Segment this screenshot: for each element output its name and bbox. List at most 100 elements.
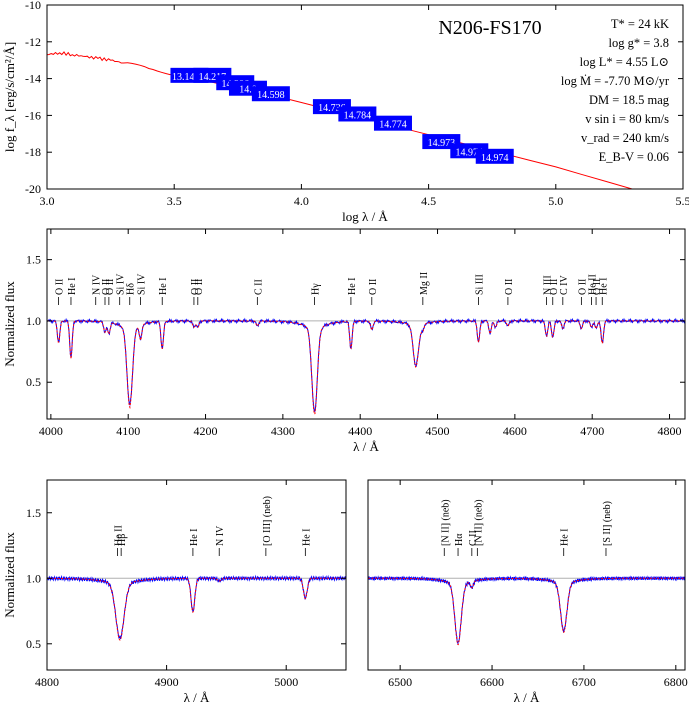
x-axis-label: λ / Å <box>353 439 379 454</box>
line-identification-label: O II <box>55 279 66 295</box>
x-tick-label: 6600 <box>480 675 504 689</box>
plot-area <box>47 574 346 641</box>
line-identification-label: He I <box>67 278 78 296</box>
line-identification-label: C II <box>468 530 479 546</box>
x-tick-label: 4.5 <box>421 194 436 208</box>
x-tick-label: 4300 <box>271 424 295 438</box>
line-identification-label: Si III <box>475 274 486 295</box>
line-identification-label: He I <box>158 278 169 296</box>
stellar-parameter: log g* = 3.8 <box>608 36 669 50</box>
y-tick-label: -20 <box>25 182 41 196</box>
y-tick-label: 1.5 <box>26 253 41 267</box>
stellar-parameter: log Ṁ = -7.70 M⊙/yr <box>561 74 670 88</box>
line-identification-label: O II <box>504 279 515 295</box>
line-identification-label: He I <box>347 278 358 296</box>
x-tick-label: 4800 <box>35 675 59 689</box>
stellar-parameter: log L* = 4.55 L⊙ <box>580 55 669 69</box>
x-tick-label: 6800 <box>664 675 688 689</box>
y-tick-label: -12 <box>25 35 41 49</box>
stellar-parameter: E_B-V = 0.06 <box>599 150 669 164</box>
photometry-box <box>475 148 514 164</box>
x-tick-label: 4700 <box>580 424 604 438</box>
line-identification-label: O II <box>549 279 560 295</box>
x-tick-label: 4800 <box>658 424 682 438</box>
line-identification-label: He I <box>560 529 571 547</box>
stellar-parameter: v_rad = 240 km/s <box>581 131 669 145</box>
y-axis-label: Normalized flux <box>2 281 17 367</box>
y-axis-label: Normalized flux <box>2 532 17 618</box>
line-identification-label: [S II] (neb) <box>602 501 613 546</box>
y-tick-label: 0.5 <box>26 637 41 651</box>
observed-spectrum-line <box>368 575 685 644</box>
x-tick-label: 5.0 <box>548 194 563 208</box>
stellar-parameter: T* = 24 kK <box>611 17 669 31</box>
model-spectrum-line <box>47 320 685 415</box>
line-identification-label: Hα <box>454 533 465 546</box>
x-tick-label: 4.0 <box>294 194 309 208</box>
line-identification-label: O II <box>368 279 379 295</box>
axes-frame <box>367 479 686 671</box>
line-identification-label: O II <box>577 279 588 295</box>
y-tick-label: 0.5 <box>26 375 41 389</box>
chart-panel-halpha: [N II] (neb) Hα C II[N II] (neb) He I [S II]… <box>367 479 688 705</box>
line-identification-label: O II <box>592 279 603 295</box>
line-identification-label: He II <box>114 525 125 546</box>
photometry-label: 14.598 <box>257 90 285 101</box>
line-identification-label: N IV <box>215 525 226 546</box>
photometry-label: 14.974 <box>481 153 509 164</box>
line-identification-label: N III <box>543 275 554 295</box>
line-identification-label: O II <box>105 279 116 295</box>
observed-spectrum-line <box>47 574 346 640</box>
x-tick-label: 6500 <box>388 675 412 689</box>
axes-frame <box>46 4 684 190</box>
line-identification-label: O II <box>194 279 205 295</box>
x-tick-label: 4400 <box>348 424 372 438</box>
model-spectrum-line <box>368 577 685 646</box>
photometry-label: 14.736 <box>318 103 346 114</box>
photometry-box <box>373 115 412 131</box>
x-tick-label: 4000 <box>39 424 63 438</box>
photometry-label: 14.8 <box>239 85 257 96</box>
y-tick-label: -14 <box>25 72 41 86</box>
line-identification-label: C IV <box>559 275 570 296</box>
chart-panel-sed: 13.14.2114.21714.38614.814.59814.73614.7… <box>2 0 689 224</box>
line-identification-label: O II <box>101 279 112 295</box>
line-identification-label: [O III] (neb) <box>262 496 273 546</box>
photometry-label: 14.217 <box>199 72 227 83</box>
photometry-label: 14.774 <box>379 120 407 131</box>
x-tick-label: 4900 <box>155 675 179 689</box>
x-axis-label: log λ / Å <box>342 209 388 224</box>
y-tick-label: 1.0 <box>26 314 41 328</box>
x-tick-label: 3.5 <box>167 194 182 208</box>
observed-spectrum-line <box>47 317 685 413</box>
x-tick-label: 4600 <box>503 424 527 438</box>
line-identification-label: Hβ <box>117 534 128 546</box>
x-tick-label: 5.5 <box>676 194 689 208</box>
photometry-label: 14.784 <box>344 110 372 121</box>
plot-area: 13.14.2114.21714.38614.814.59814.73614.7… <box>47 51 633 189</box>
photometry-box <box>251 86 290 102</box>
plot-area <box>368 575 685 646</box>
line-identification-label: [N II] (neb) <box>473 499 484 546</box>
line-identification-label: Si IV <box>137 273 148 295</box>
stellar-parameter: v sin i = 80 km/s <box>585 112 669 126</box>
line-identification-label: Mg II <box>419 272 430 295</box>
line-identification-label: O II <box>190 279 201 295</box>
line-identification-label: Si IV <box>116 273 127 295</box>
line-identification-label: He I <box>301 529 312 547</box>
line-identification-label: He II <box>587 274 598 295</box>
x-tick-label: 3.0 <box>40 194 55 208</box>
y-axis-label: log f_λ [erg/s/cm²/Å] <box>2 42 17 152</box>
y-tick-label: -16 <box>25 108 41 122</box>
chart-title: N206-FS170 <box>438 17 541 39</box>
x-axis-label: λ / Å <box>514 690 540 705</box>
line-identification-label: C II <box>253 279 264 295</box>
y-tick-label: -18 <box>25 145 41 159</box>
photometry-label: 14.973 <box>428 138 456 149</box>
stellar-parameter: DM = 18.5 mag <box>589 93 670 107</box>
line-identification-label: N IV <box>92 274 103 295</box>
x-tick-label: 5000 <box>274 675 298 689</box>
